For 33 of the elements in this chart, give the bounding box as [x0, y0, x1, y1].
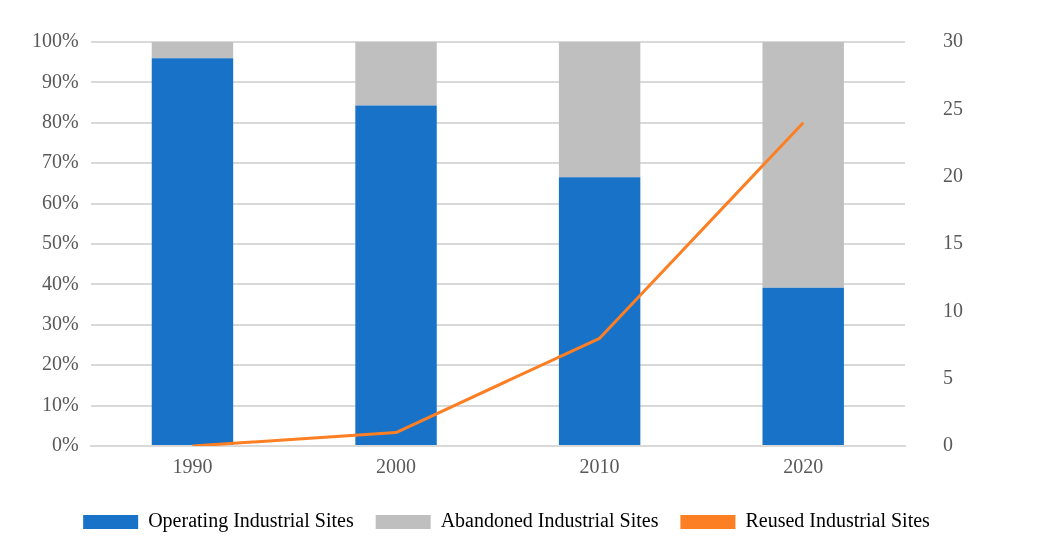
y2-tick-label: 0 — [943, 433, 953, 456]
bar — [558, 177, 641, 445]
bar — [762, 42, 844, 288]
bar — [762, 287, 844, 445]
y-tick-label: 60% — [41, 190, 79, 213]
y2-tick-label: 20 — [943, 163, 963, 186]
y-tick-label: 80% — [41, 110, 79, 133]
legend-label: Operating Industrial Sites — [148, 509, 354, 533]
y2-tick-label: 15 — [943, 231, 963, 254]
bar — [151, 42, 234, 59]
x-tick-label: 1990 — [172, 455, 213, 478]
legend-label: Reused Industrial Sites — [745, 509, 931, 532]
y-tick-label: 50% — [41, 231, 79, 254]
y-tick-label: 70% — [41, 150, 79, 173]
y-tick-label: 20% — [41, 352, 79, 375]
x-tick-label: 2000 — [376, 455, 417, 478]
y-tick-label: 40% — [41, 271, 79, 294]
y2-tick-label: 25 — [943, 96, 963, 119]
y2-tick-label: 5 — [943, 365, 953, 388]
y2-tick-label: 30 — [943, 29, 963, 52]
y-tick-label: 0% — [51, 433, 79, 456]
y-tick-label: 90% — [41, 69, 79, 92]
bar — [355, 42, 437, 106]
y2-tick-label: 10 — [943, 298, 963, 321]
x-tick-label: 2010 — [579, 455, 620, 478]
y-tick-label: 100% — [31, 29, 79, 52]
x-tick-label: 2020 — [783, 455, 824, 478]
bar — [151, 58, 234, 445]
y-tick-label: 10% — [41, 392, 79, 415]
legend-label: Abandoned Industrial Sites — [440, 509, 659, 532]
bar — [355, 105, 437, 445]
bar — [558, 42, 641, 178]
y-tick-label: 30% — [41, 312, 79, 335]
